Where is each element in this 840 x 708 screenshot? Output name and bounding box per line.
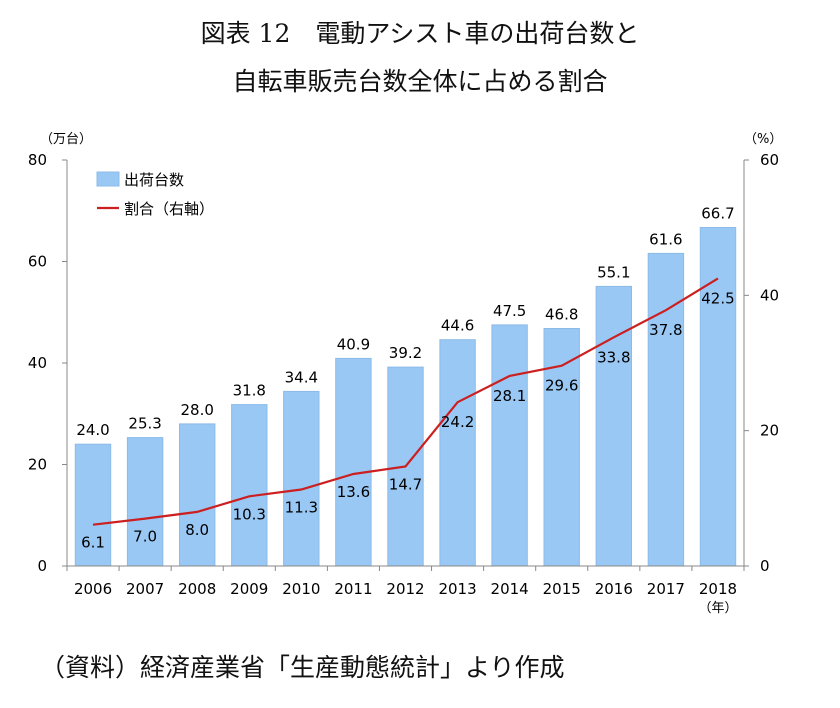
bar-2014	[491, 324, 528, 567]
bar-value-label: 46.8	[545, 305, 578, 323]
chart-title-line1: 図表 12 電動アシスト車の出荷台数と	[200, 19, 640, 48]
bar-value-label: 28.0	[180, 401, 213, 419]
bar-2015	[543, 328, 580, 567]
line-value-label: 42.5	[701, 289, 734, 307]
line-value-label: 13.6	[337, 483, 370, 501]
bar-value-label: 24.0	[76, 421, 109, 439]
x-axis-unit-label: （年）	[698, 601, 737, 616]
right-tick-label: 40	[760, 286, 779, 304]
x-tick-label: 2008	[178, 580, 216, 598]
line-value-label: 10.3	[233, 505, 266, 523]
line-value-label: 6.1	[81, 534, 105, 552]
x-tick-label: 2012	[386, 580, 424, 598]
bar-value-label: 40.9	[337, 335, 370, 353]
chart-title-line2: 自転車販売台数全体に占める割合	[232, 67, 608, 96]
bar-value-label: 66.7	[701, 204, 734, 222]
bar-2010	[283, 390, 320, 567]
x-tick-label: 2014	[491, 580, 529, 598]
share-line	[92, 277, 719, 526]
left-tick-label: 60	[28, 253, 47, 271]
line-value-label: 28.1	[493, 387, 526, 405]
line-value-label: 29.6	[545, 377, 578, 395]
x-tick-label: 2011	[334, 580, 372, 598]
bar-value-label: 34.4	[285, 368, 318, 386]
line-value-label: 24.2	[441, 413, 474, 431]
line-value-label: 7.0	[133, 528, 157, 546]
x-tick-label: 2016	[595, 580, 633, 598]
legend-bar-swatch	[96, 171, 120, 187]
left-tick-label: 80	[28, 151, 47, 169]
x-tick-label: 2013	[438, 580, 476, 598]
bar-2017	[647, 252, 685, 567]
left-tick-label: 0	[37, 557, 47, 575]
bar-value-label: 44.6	[441, 317, 474, 335]
bar-2018	[699, 227, 737, 567]
left-tick-label: 20	[28, 456, 47, 474]
x-tick-label: 2010	[282, 580, 320, 598]
line-value-label: 37.8	[649, 321, 682, 339]
line-value-label: 33.8	[597, 348, 630, 366]
x-tick-label: 2009	[230, 580, 268, 598]
bar-value-label: 47.5	[493, 302, 526, 320]
bar-2011	[335, 357, 372, 567]
bar-2007	[126, 437, 164, 567]
bar-2013	[439, 339, 476, 567]
legend-line-label: 割合（右軸）	[124, 200, 214, 218]
x-tick-label: 2018	[699, 580, 737, 598]
line-value-label: 8.0	[185, 521, 209, 539]
bar-2008	[179, 423, 216, 567]
bar-value-label: 39.2	[389, 344, 422, 362]
x-tick-label: 2007	[126, 580, 164, 598]
right-tick-label: 60	[760, 151, 779, 169]
left-tick-label: 40	[28, 354, 47, 372]
bar-value-label: 61.6	[649, 230, 682, 248]
right-tick-label: 0	[760, 557, 770, 575]
legend-bar-label: 出荷台数	[124, 171, 184, 189]
x-tick-label: 2015	[543, 580, 581, 598]
line-value-label: 11.3	[285, 499, 318, 517]
x-tick-label: 2017	[647, 580, 685, 598]
bar-value-label: 25.3	[128, 415, 161, 433]
bar-value-label: 31.8	[233, 382, 266, 400]
right-tick-label: 20	[760, 422, 779, 440]
right-axis-unit-label: （%）	[744, 132, 782, 147]
bar-value-label: 55.1	[597, 263, 630, 281]
x-tick-label: 2006	[74, 580, 112, 598]
bar-2016	[595, 285, 632, 567]
left-axis-unit-label: （万台）	[40, 132, 92, 147]
source-note: （資料）経済産業省「生産動態統計」より作成	[40, 653, 565, 682]
bar-2009	[231, 404, 268, 567]
line-value-label: 14.7	[389, 476, 422, 494]
